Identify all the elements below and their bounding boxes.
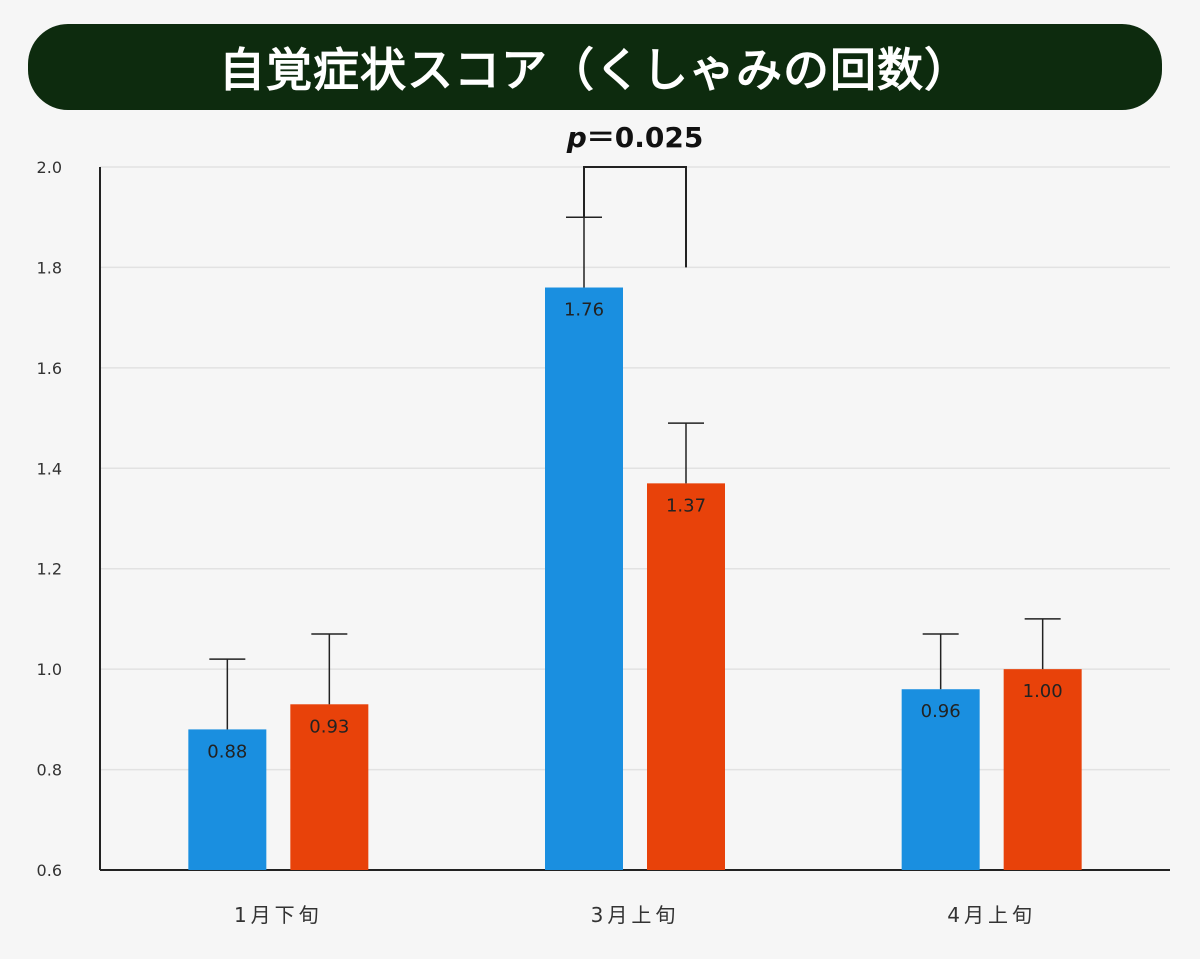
data-label: 0.96: [921, 701, 961, 722]
bar: [188, 729, 267, 870]
data-label: 1.37: [666, 495, 706, 516]
data-label: 0.93: [309, 716, 349, 737]
y-tick-label: 1.6: [37, 359, 62, 378]
x-tick-label: 3月上旬: [591, 903, 680, 927]
bar: [1003, 669, 1082, 870]
bar: [545, 287, 623, 870]
y-tick-label: 1.4: [37, 459, 62, 478]
y-tick-label: 0.6: [37, 861, 62, 880]
y-tick-label: 1.0: [37, 660, 62, 679]
data-label: 1.00: [1023, 681, 1063, 702]
bar: [647, 483, 725, 870]
data-label: 1.76: [564, 300, 604, 321]
significance-label: p＝0.025: [566, 121, 704, 154]
y-tick-label: 0.8: [37, 761, 62, 780]
x-tick-label: 1月下旬: [234, 903, 323, 927]
chart-title: 自覚症状スコア（くしゃみの回数）: [219, 43, 971, 97]
data-label: 0.88: [207, 741, 247, 762]
y-tick-label: 1.2: [37, 560, 62, 579]
bar: [290, 704, 369, 870]
y-tick-label: 2.0: [37, 158, 62, 177]
x-tick-label: 4月上旬: [947, 903, 1036, 927]
title-banner: 自覚症状スコア（くしゃみの回数）: [28, 24, 1162, 110]
significance-bracket: [583, 166, 687, 268]
y-tick-label: 1.8: [37, 258, 62, 277]
bar: [901, 689, 980, 870]
